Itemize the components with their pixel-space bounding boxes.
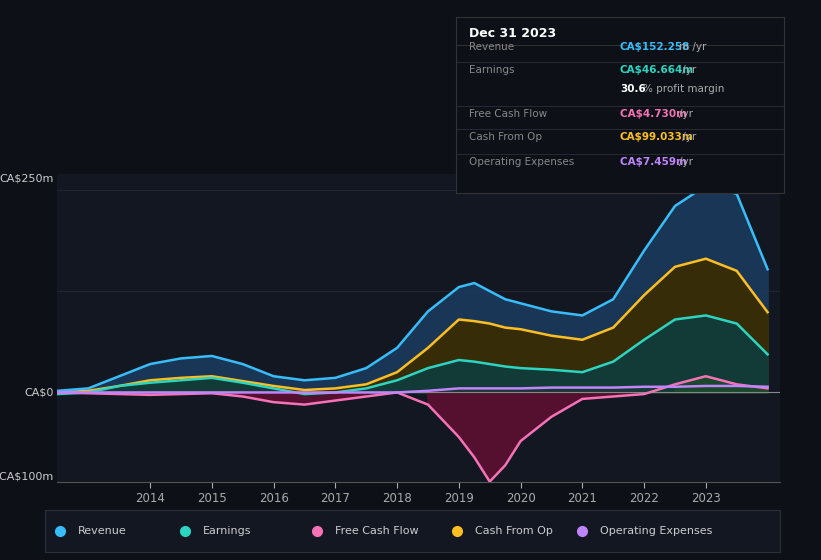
Text: 30.6: 30.6 (620, 83, 645, 94)
Text: /yr: /yr (679, 65, 696, 75)
Text: Revenue: Revenue (78, 526, 127, 535)
Text: Cash From Op: Cash From Op (475, 526, 553, 535)
Text: /yr: /yr (679, 109, 693, 119)
Text: CA$7.459m: CA$7.459m (620, 157, 690, 167)
Text: CA$250m: CA$250m (0, 174, 54, 184)
Text: /yr: /yr (679, 157, 693, 167)
Text: Cash From Op: Cash From Op (469, 132, 542, 142)
Text: CA$152.258: CA$152.258 (620, 42, 690, 52)
Text: CA$0: CA$0 (25, 388, 54, 398)
Text: Free Cash Flow: Free Cash Flow (336, 526, 419, 535)
Text: CA$46.664m: CA$46.664m (620, 65, 694, 75)
Text: /yr: /yr (679, 132, 696, 142)
Text: % profit margin: % profit margin (644, 83, 725, 94)
Text: CA$4.730m: CA$4.730m (620, 109, 690, 119)
Text: m /yr: m /yr (679, 42, 706, 52)
Text: Operating Expenses: Operating Expenses (600, 526, 713, 535)
Text: Earnings: Earnings (469, 65, 514, 75)
Text: Operating Expenses: Operating Expenses (469, 157, 574, 167)
Text: Free Cash Flow: Free Cash Flow (469, 109, 547, 119)
Text: Revenue: Revenue (469, 42, 514, 52)
Text: CA$99.033m: CA$99.033m (620, 132, 694, 142)
Text: Earnings: Earnings (203, 526, 251, 535)
Text: Dec 31 2023: Dec 31 2023 (469, 27, 556, 40)
Text: -CA$100m: -CA$100m (0, 472, 54, 482)
